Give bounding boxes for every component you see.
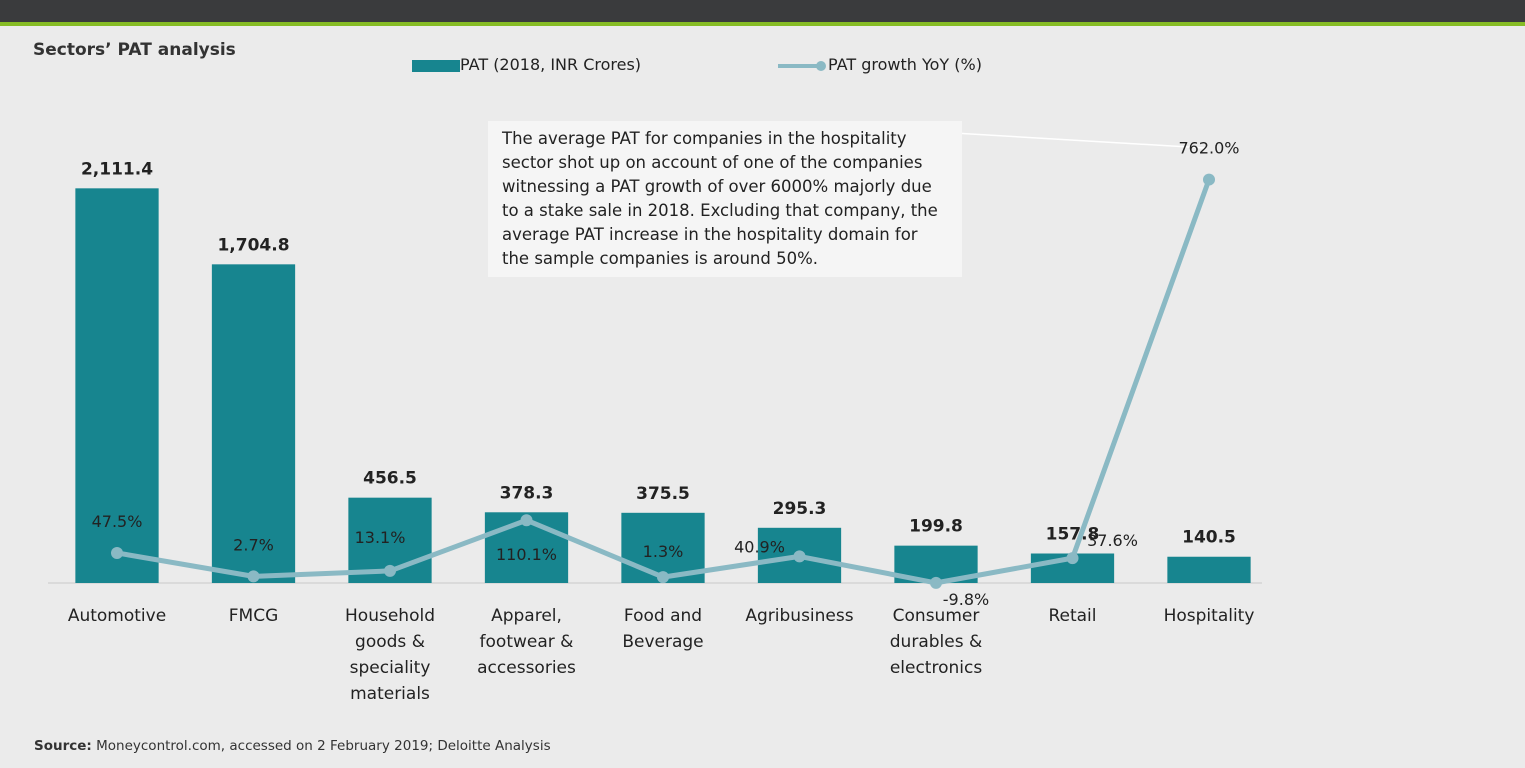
x-tick-label: Automotive xyxy=(68,606,166,626)
accent-bar xyxy=(0,22,1525,26)
legend-swatch xyxy=(412,59,460,72)
source-label: Source: xyxy=(34,738,92,754)
line-value-label: 1.3% xyxy=(643,542,684,561)
line-value-label: 2.7% xyxy=(233,535,274,554)
bar-value-label: 456.5 xyxy=(363,469,417,489)
bar-value-label: 140.5 xyxy=(1182,528,1236,548)
legend-label: PAT growth YoY (%) xyxy=(828,55,982,74)
line-point xyxy=(247,570,260,583)
legend-item: PAT growth YoY (%) xyxy=(778,55,982,74)
line-value-label: -9.8% xyxy=(943,590,989,609)
bar-value-label: 375.5 xyxy=(636,484,690,504)
x-tick-label: Agribusiness xyxy=(745,606,853,626)
line-value-label: 13.1% xyxy=(355,528,406,547)
x-tick-label: Hospitality xyxy=(1164,606,1255,626)
x-tick-label: Consumer durables & electronics xyxy=(890,606,983,678)
line-point xyxy=(793,550,806,563)
bar-value-label: 378.3 xyxy=(500,483,554,503)
x-tick-label: Household goods & speciality materials xyxy=(345,606,435,704)
line-point xyxy=(657,571,669,584)
bar-value-label: 1,704.8 xyxy=(217,235,289,255)
top-bar xyxy=(0,0,1525,22)
x-tick-label: Food and Beverage xyxy=(622,606,703,652)
source-text: Moneycontrol.com, accessed on 2 February… xyxy=(96,738,551,754)
line-value-label: 37.6% xyxy=(1087,531,1138,550)
line-value-label: 110.1% xyxy=(496,545,557,564)
bar-value-label: 2,111.4 xyxy=(81,159,153,179)
bar-value-label: 199.8 xyxy=(909,517,963,537)
bar xyxy=(211,264,296,583)
legend-label: PAT (2018, INR Crores) xyxy=(460,55,642,74)
x-tick-label: FMCG xyxy=(229,606,279,626)
line-value-label: 40.9% xyxy=(734,537,785,556)
line-point xyxy=(1066,552,1079,565)
bar-value-label: 157.8 xyxy=(1046,525,1100,545)
chart-title: Sectors’ PAT analysis xyxy=(33,40,236,60)
line-point xyxy=(520,514,533,527)
bar xyxy=(1167,556,1251,583)
source: Source: Moneycontrol.com, accessed on 2 … xyxy=(34,738,551,754)
line-value-label: 762.0% xyxy=(1178,139,1239,158)
bar xyxy=(75,188,159,583)
legend-swatch xyxy=(778,60,826,71)
line-point xyxy=(930,576,942,589)
line-point xyxy=(1203,173,1215,186)
x-tick-label: Retail xyxy=(1048,606,1096,626)
line-value-label: 47.5% xyxy=(92,512,143,531)
line-point xyxy=(111,546,123,559)
annotation: The average PAT for companies in the hos… xyxy=(488,121,962,277)
line-point xyxy=(384,564,396,577)
legend-item: PAT (2018, INR Crores) xyxy=(412,55,641,74)
x-tick-label: Apparel, footwear & accessories xyxy=(477,606,576,678)
bar-value-label: 295.3 xyxy=(773,499,827,519)
